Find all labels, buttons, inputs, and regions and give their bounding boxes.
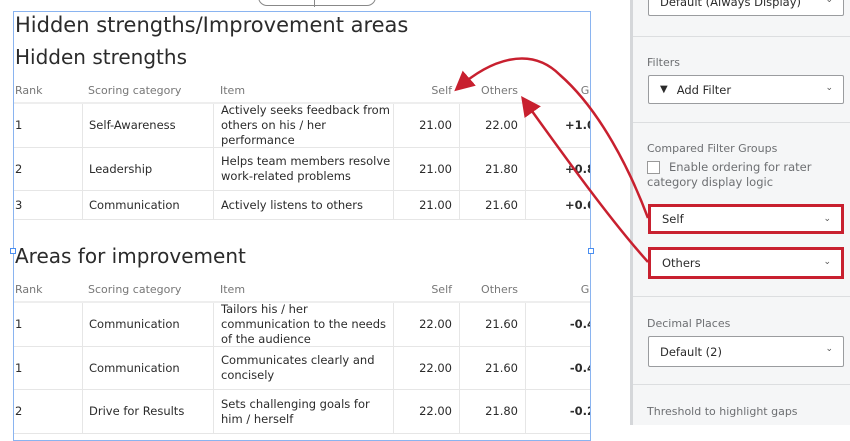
cell-item: Sets challenging goals for him / herself (213, 390, 393, 433)
cell-gap: -0.40 (525, 347, 590, 389)
settings-panel: Default (Always Display) ⌄ Filters ▼ Add F… (633, 0, 850, 425)
column-header: Scoring category (88, 283, 182, 296)
group-1-select[interactable]: Self ⌄ (648, 204, 844, 234)
cell-gap: +0.60 (525, 191, 590, 219)
display-select[interactable]: Default (Always Display) ⌄ (648, 0, 844, 16)
column-header: Rank (15, 84, 43, 97)
cell-others: 22.00 (459, 104, 525, 147)
cell-self: 22.00 (393, 390, 459, 433)
cell-category: Drive for Results (82, 390, 213, 433)
cell-item: Communicates clearly and concisely (213, 347, 393, 389)
cell-item: Helps team members resolve work-related … (213, 148, 393, 190)
table-header: Rank Scoring category Item Self Others Gap (14, 80, 590, 104)
chevron-down-icon: ⌄ (823, 257, 831, 267)
cell-item: Actively listens to others (213, 191, 393, 219)
toolbar-button-group[interactable] (258, 0, 376, 7)
resize-handle[interactable] (588, 248, 594, 254)
group-1-value: Self (662, 212, 684, 226)
add-filter-button[interactable]: ▼ Add Filter ⌄ (648, 75, 844, 104)
column-header: Self (431, 84, 452, 97)
decimal-value: Default (2) (660, 344, 722, 359)
cell-others: 21.60 (459, 303, 525, 346)
table-row: 1 Communication Tailors his / her communic… (14, 302, 590, 347)
cell-gap: +0.80 (525, 148, 590, 190)
display-section: Default (Always Display) ⌄ (633, 0, 850, 37)
cell-rank: 1 (15, 118, 23, 132)
column-header: Others (481, 283, 518, 296)
areas-for-improvement-heading: Areas for improvement (15, 244, 246, 268)
cell-rank: 1 (15, 317, 23, 331)
cell-others: 21.80 (459, 390, 525, 433)
column-header: Item (220, 283, 246, 296)
decimal-select[interactable]: Default (2) ⌄ (648, 336, 844, 367)
table-row: 2 Drive for Results Sets challenging goals… (14, 390, 590, 434)
column-header: Self (431, 283, 452, 296)
column-header: Gap (580, 283, 590, 296)
cell-self: 21.00 (393, 104, 459, 147)
cell-self: 22.00 (393, 303, 459, 346)
widget-frame[interactable]: Hidden strengths/Improvement areas Hidde… (13, 11, 591, 441)
chevron-down-icon: ⌄ (823, 214, 831, 224)
filters-section: Filters ▼ Add Filter ⌄ (633, 37, 850, 123)
areas-for-improvement-table: Rank Scoring category Item Self Others Gap 1 Co… (14, 279, 590, 434)
column-header: Others (481, 84, 518, 97)
widget-title: Hidden strengths/Improvement areas (15, 13, 409, 37)
cell-others: 21.60 (459, 191, 525, 219)
column-header: Gap (580, 84, 590, 97)
table-row: 3 Communication Actively listens to others… (14, 191, 590, 220)
report-canvas: Hidden strengths/Improvement areas Hidde… (10, 0, 594, 441)
filters-label: Filters (647, 56, 680, 69)
table-row: 1 Self-Awareness Actively seeks feedback f… (14, 103, 590, 148)
column-header: Item (220, 84, 246, 97)
hidden-strengths-table: Rank Scoring category Item Self Others Gap 1 Se… (14, 80, 590, 220)
cell-category: Self-Awareness (82, 104, 213, 147)
cell-rank: 1 (15, 360, 23, 375)
compared-groups-label: Compared Filter Groups (647, 142, 778, 155)
cell-self: 21.00 (393, 148, 459, 190)
group-2-select[interactable]: Others ⌄ (648, 247, 844, 279)
cell-category: Leadership (82, 148, 213, 190)
cell-others: 21.80 (459, 148, 525, 190)
cell-self: 21.00 (393, 191, 459, 219)
group-2-value: Others (662, 256, 701, 270)
chevron-down-icon: ⌄ (825, 344, 833, 354)
hidden-strengths-heading: Hidden strengths (15, 45, 187, 69)
cell-gap: +1.00 (525, 104, 590, 147)
cell-rank: 3 (15, 197, 23, 212)
cell-item: Tailors his / her communication to the n… (213, 302, 393, 346)
cell-item: Actively seeks feedback from others on h… (213, 103, 393, 147)
decimal-label: Decimal Places (647, 317, 731, 330)
chevron-down-icon: ⌄ (825, 83, 833, 93)
compared-groups-section: Compared Filter Groups Enable ordering f… (633, 123, 850, 297)
cell-rank: 2 (15, 404, 23, 418)
display-select-value: Default (Always Display) (660, 0, 802, 9)
table-row: 2 Leadership Helps team members resolve wo… (14, 148, 590, 191)
resize-handle[interactable] (10, 248, 16, 254)
chevron-down-icon: ⌄ (825, 0, 833, 5)
cell-rank: 2 (15, 161, 23, 176)
threshold-label: Threshold to highlight gaps (647, 405, 798, 418)
ordering-checkbox-label: Enable ordering for rater category displ… (647, 160, 812, 189)
filter-icon: ▼ (660, 84, 668, 95)
column-header: Scoring category (88, 84, 182, 97)
decimal-section: Decimal Places Default (2) ⌄ (633, 297, 850, 385)
cell-gap: -0.40 (525, 303, 590, 346)
cell-gap: -0.20 (525, 390, 590, 433)
add-filter-label: Add Filter (676, 82, 732, 97)
cell-category: Communication (82, 303, 213, 346)
cell-category: Communication (82, 191, 213, 219)
table-row: 1 Communication Communicates clearly and c… (14, 347, 590, 390)
cell-self: 22.00 (393, 347, 459, 389)
column-header: Rank (15, 283, 43, 296)
cell-category: Communication (82, 347, 213, 389)
cell-others: 21.60 (459, 347, 525, 389)
table-header: Rank Scoring category Item Self Others Gap (14, 279, 590, 303)
